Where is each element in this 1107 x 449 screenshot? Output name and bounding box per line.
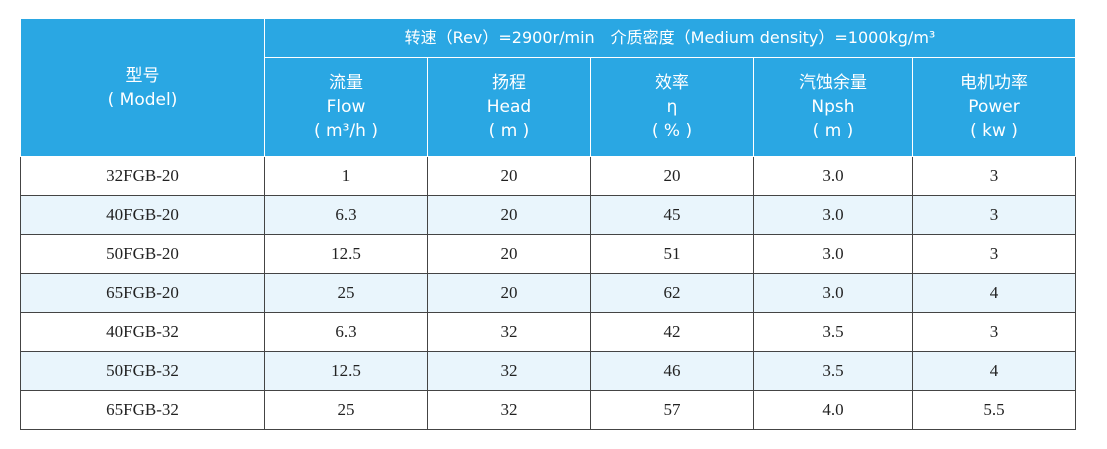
column-header: 扬程 Head ( m ) (427, 57, 591, 157)
column-unit: ( m³/h ) (314, 121, 378, 141)
model-cell: 50FGB-32 (20, 351, 265, 391)
model-cell: 50FGB-20 (20, 234, 265, 274)
table-row: 65FGB-20 25 20 62 3.0 4 (20, 273, 1077, 313)
cell: 3.0 (753, 156, 913, 196)
column-en: Npsh (811, 97, 855, 117)
table-row: 40FGB-32 6.3 32 42 3.5 3 (20, 312, 1077, 352)
table-row: 65FGB-32 25 32 57 4.0 5.5 (20, 390, 1077, 430)
cell: 32 (427, 312, 591, 352)
model-cn: 型号 (125, 65, 160, 86)
cell: 5.5 (911, 390, 1077, 430)
table-header: 型号 ( Model) 转速（Rev）=2900r/min 介质密度（Medium… (20, 18, 1077, 157)
model-en: ( Model) (107, 89, 178, 110)
column-cn: 电机功率 (960, 73, 1028, 93)
model-cell: 32FGB-20 (20, 156, 265, 196)
cell: 3.5 (753, 351, 913, 391)
column-unit: ( m ) (488, 121, 530, 141)
cell: 6.3 (264, 195, 428, 235)
model-cell: 65FGB-20 (20, 273, 265, 313)
cell: 42 (590, 312, 754, 352)
column-en: η (666, 97, 678, 117)
table-row: 50FGB-20 12.5 20 51 3.0 3 (20, 234, 1077, 274)
cell: 20 (427, 234, 591, 274)
column-header-row: 流量 Flow ( m³/h ) 扬程 Head ( m ) 效率 η ( % ) 汽蚀余量 Nps… (21, 57, 1077, 157)
cell: 4.0 (753, 390, 913, 430)
cell: 3 (911, 234, 1077, 274)
column-unit: ( m ) (812, 121, 854, 141)
column-cn: 流量 (329, 73, 363, 93)
cell: 6.3 (264, 312, 428, 352)
column-unit: ( kw ) (970, 121, 1018, 141)
cell: 45 (590, 195, 754, 235)
table-row: 50FGB-32 12.5 32 46 3.5 4 (20, 351, 1077, 391)
cell: 46 (590, 351, 754, 391)
column-en: Power (968, 97, 1020, 117)
cell: 12.5 (264, 234, 428, 274)
column-unit: ( % ) (651, 121, 693, 141)
cell: 4 (911, 351, 1077, 391)
column-cn: 汽蚀余量 (799, 73, 867, 93)
column-header: 效率 η ( % ) (590, 57, 754, 157)
column-en: Head (486, 97, 532, 117)
column-header: 流量 Flow ( m³/h ) (264, 57, 428, 157)
cell: 3.0 (753, 234, 913, 274)
column-en: Flow (326, 97, 366, 117)
cell: 20 (427, 273, 591, 313)
cell: 3.0 (753, 195, 913, 235)
cell: 3 (911, 312, 1077, 352)
model-header: 型号 ( Model) (20, 18, 265, 157)
table-body: 32FGB-20 1 20 20 3.0 3 40FGB-20 6.3 20 45 3.0 3 50FG… (20, 156, 1077, 430)
column-cn: 效率 (655, 73, 689, 93)
cell: 3.0 (753, 273, 913, 313)
table-row: 40FGB-20 6.3 20 45 3.0 3 (20, 195, 1077, 235)
cell: 32 (427, 390, 591, 430)
column-header: 汽蚀余量 Npsh ( m ) (753, 57, 913, 157)
cell: 12.5 (264, 351, 428, 391)
cell: 3 (911, 156, 1077, 196)
cell: 25 (264, 273, 428, 313)
cell: 4 (911, 273, 1077, 313)
model-cell: 40FGB-20 (20, 195, 265, 235)
cell: 1 (264, 156, 428, 196)
spec-header: 转速（Rev）=2900r/min 介质密度（Medium density）=1… (263, 18, 1077, 58)
model-cell: 40FGB-32 (20, 312, 265, 352)
cell: 3 (911, 195, 1077, 235)
spec-table: 型号 ( Model) 转速（Rev）=2900r/min 介质密度（Medium… (20, 18, 1077, 430)
cell: 20 (427, 195, 591, 235)
column-cn: 扬程 (492, 73, 526, 93)
cell: 20 (427, 156, 591, 196)
cell: 3.5 (753, 312, 913, 352)
table-row: 32FGB-20 1 20 20 3.0 3 (20, 156, 1077, 196)
cell: 20 (590, 156, 754, 196)
cell: 57 (590, 390, 754, 430)
model-cell: 65FGB-32 (20, 390, 265, 430)
cell: 62 (590, 273, 754, 313)
cell: 25 (264, 390, 428, 430)
column-header: 电机功率 Power ( kw ) (911, 57, 1077, 157)
cell: 51 (590, 234, 754, 274)
cell: 32 (427, 351, 591, 391)
